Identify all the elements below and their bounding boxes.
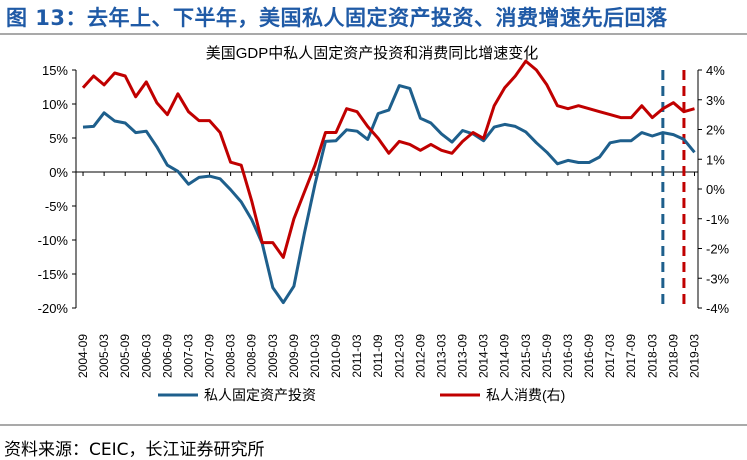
x-tick-label: 2013-09: [456, 334, 470, 378]
series-line-consumption: [81, 59, 695, 259]
y-right-tick-label: 4%: [706, 63, 725, 78]
legend: 私人固定资产投资 私人消费(右): [158, 387, 565, 403]
x-tick-label: 2008-03: [224, 334, 238, 378]
x-tick-label: 2017-09: [624, 334, 638, 378]
x-tick-label: 2018-09: [666, 334, 680, 378]
x-tick-label: 2014-09: [498, 334, 512, 378]
chart-title: 美国GDP中私人固定资产投资和消费同比增速变化: [206, 45, 539, 62]
x-tick-label: 2010-09: [329, 334, 343, 378]
x-tick-label: 2011-09: [371, 334, 385, 377]
y-left-tick-label: -20%: [38, 301, 69, 316]
x-tick-label: 2016-03: [561, 334, 575, 378]
x-axis: 2004-09 2005-03 2005-09 2006-03 2006-09 2007-…: [76, 171, 701, 378]
y-right-tick-label: -3%: [706, 271, 730, 286]
series-lines: [81, 59, 696, 305]
x-tick-label: 2007-03: [181, 334, 195, 378]
y-right-tick-label: 2%: [706, 123, 725, 138]
x-tick-label: 2012-09: [413, 334, 427, 378]
x-tick-label: 2007-09: [203, 334, 217, 378]
top-rule: [0, 33, 747, 35]
x-tick-label: 2009-09: [287, 334, 301, 378]
x-tick-label: 2017-03: [603, 334, 617, 378]
x-tick-label: 2014-03: [477, 334, 491, 378]
y-right-tick-label: 3%: [706, 93, 725, 108]
y-right-tick-label: -1%: [706, 212, 730, 227]
y-left-tick-label: 15%: [42, 63, 68, 78]
bottom-rule: [0, 424, 747, 426]
y-left-tick-label: 0%: [49, 165, 68, 180]
y-axis-left: -20% -15% -10% -5% 0% 5% 10% 15%: [38, 63, 77, 316]
y-right-tick-label: -2%: [706, 242, 730, 257]
x-tick-label: 2012-03: [392, 334, 406, 378]
x-tick-label: 2009-03: [266, 334, 280, 378]
x-tick-label: 2018-03: [645, 334, 659, 378]
x-tick-label: 2005-03: [97, 334, 111, 378]
y-right-tick-label: -4%: [706, 301, 730, 316]
legend-label: 私人固定资产投资: [204, 387, 316, 403]
x-tick-label: 2006-03: [139, 334, 153, 378]
y-left-tick-label: 10%: [42, 97, 68, 112]
x-tick-label: 2015-03: [519, 334, 533, 378]
x-tick-label: 2015-09: [540, 334, 554, 378]
x-tick-label: 2013-03: [434, 334, 448, 378]
y-axis-right: -4% -3% -2% -1% 0% 1% 2% 3% 4%: [697, 63, 730, 316]
y-left-tick-label: -5%: [45, 199, 69, 214]
figure-title: 图 13：去年上、下半年，美国私人固定资产投资、消费增速先后回落: [6, 6, 668, 30]
x-tick-label: 2011-03: [350, 334, 364, 377]
series-line-investment: [82, 84, 696, 305]
x-tick-label: 2016-09: [582, 334, 596, 378]
x-tick-label: 2006-09: [160, 334, 174, 378]
y-right-tick-label: 0%: [706, 182, 725, 197]
x-tick-label: 2005-09: [118, 334, 132, 378]
x-tick-label: 2019-03: [687, 334, 701, 378]
y-right-tick-label: 1%: [706, 152, 725, 167]
y-left-tick-label: 5%: [49, 131, 68, 146]
y-left-tick-label: -15%: [38, 267, 69, 282]
x-tick-label: 2010-03: [308, 334, 322, 378]
line-chart: 美国GDP中私人固定资产投资和消费同比增速变化 -20% -15% -10% -5% 0…: [38, 45, 730, 403]
y-left-tick-label: -10%: [38, 233, 69, 248]
legend-label: 私人消费(右): [486, 387, 565, 403]
source-note: 资料来源：CEIC，长江证券研究所: [4, 440, 265, 460]
x-tick-label: 2004-09: [76, 334, 90, 378]
x-tick-label: 2008-09: [245, 334, 259, 378]
